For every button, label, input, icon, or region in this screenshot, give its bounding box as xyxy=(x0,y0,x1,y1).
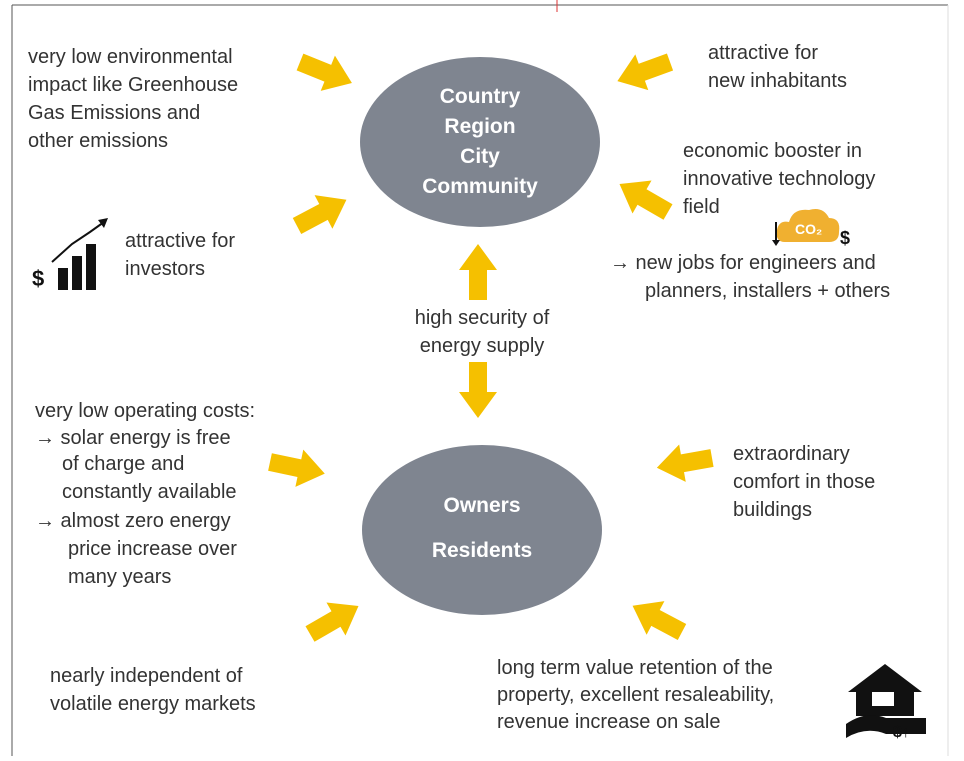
note-line: constantly available xyxy=(62,481,237,503)
note-line: extraordinary xyxy=(733,443,850,465)
hub-label: Owners xyxy=(443,494,520,517)
note-line: impact like Greenhouse xyxy=(28,74,238,96)
hub-label: City xyxy=(460,145,500,168)
note-line: economic booster in xyxy=(683,140,862,162)
hub-label: Country xyxy=(440,85,521,108)
hub-label: Residents xyxy=(432,539,532,562)
note-line: Gas Emissions and xyxy=(28,102,200,124)
note-line: very low environmental xyxy=(28,46,233,68)
note-line: → new jobs for engineers and xyxy=(610,252,876,274)
note-line: volatile energy markets xyxy=(50,693,256,715)
note-line: → solar energy is free xyxy=(35,427,231,449)
note-line: nearly independent of xyxy=(50,665,243,687)
note-line: long term value retention of the xyxy=(497,657,773,679)
note-line: new inhabitants xyxy=(708,70,847,92)
house-icon: $↑ xyxy=(846,664,926,741)
note-line: comfort in those xyxy=(733,471,875,493)
co2-icon: CO₂ $ xyxy=(772,209,850,248)
note-line: very low operating costs: xyxy=(35,400,255,422)
note-line: high security of xyxy=(415,307,550,329)
note-line: many years xyxy=(68,566,171,588)
note-line: innovative technology xyxy=(683,168,875,190)
icon-label: CO₂ xyxy=(795,221,822,237)
icon-label: $ xyxy=(840,228,850,248)
note-line: property, excellent resaleability, xyxy=(497,684,774,706)
note-line: investors xyxy=(125,258,205,280)
note-line: buildings xyxy=(733,499,812,521)
notes: very low environmental impact like Green… xyxy=(28,42,890,733)
note-line: attractive for xyxy=(125,230,235,252)
hub-owners xyxy=(362,445,602,615)
note-line: field xyxy=(683,196,720,218)
icon-label: $ xyxy=(32,266,44,291)
note-line: revenue increase on sale xyxy=(497,711,720,733)
note-line: planners, installers + others xyxy=(645,280,890,302)
note-line: → almost zero energy xyxy=(35,510,231,532)
icon-label: $↑ xyxy=(893,724,910,741)
note-line: price increase over xyxy=(68,538,237,560)
note-line: attractive for xyxy=(708,42,818,64)
note-line: other emissions xyxy=(28,130,168,152)
note-line: energy supply xyxy=(420,335,545,357)
note-line: of charge and xyxy=(62,453,184,475)
hub-label: Community xyxy=(422,175,538,198)
hub-community xyxy=(360,57,600,227)
hub-label: Region xyxy=(444,115,515,138)
investor-icon: $ xyxy=(32,218,108,291)
